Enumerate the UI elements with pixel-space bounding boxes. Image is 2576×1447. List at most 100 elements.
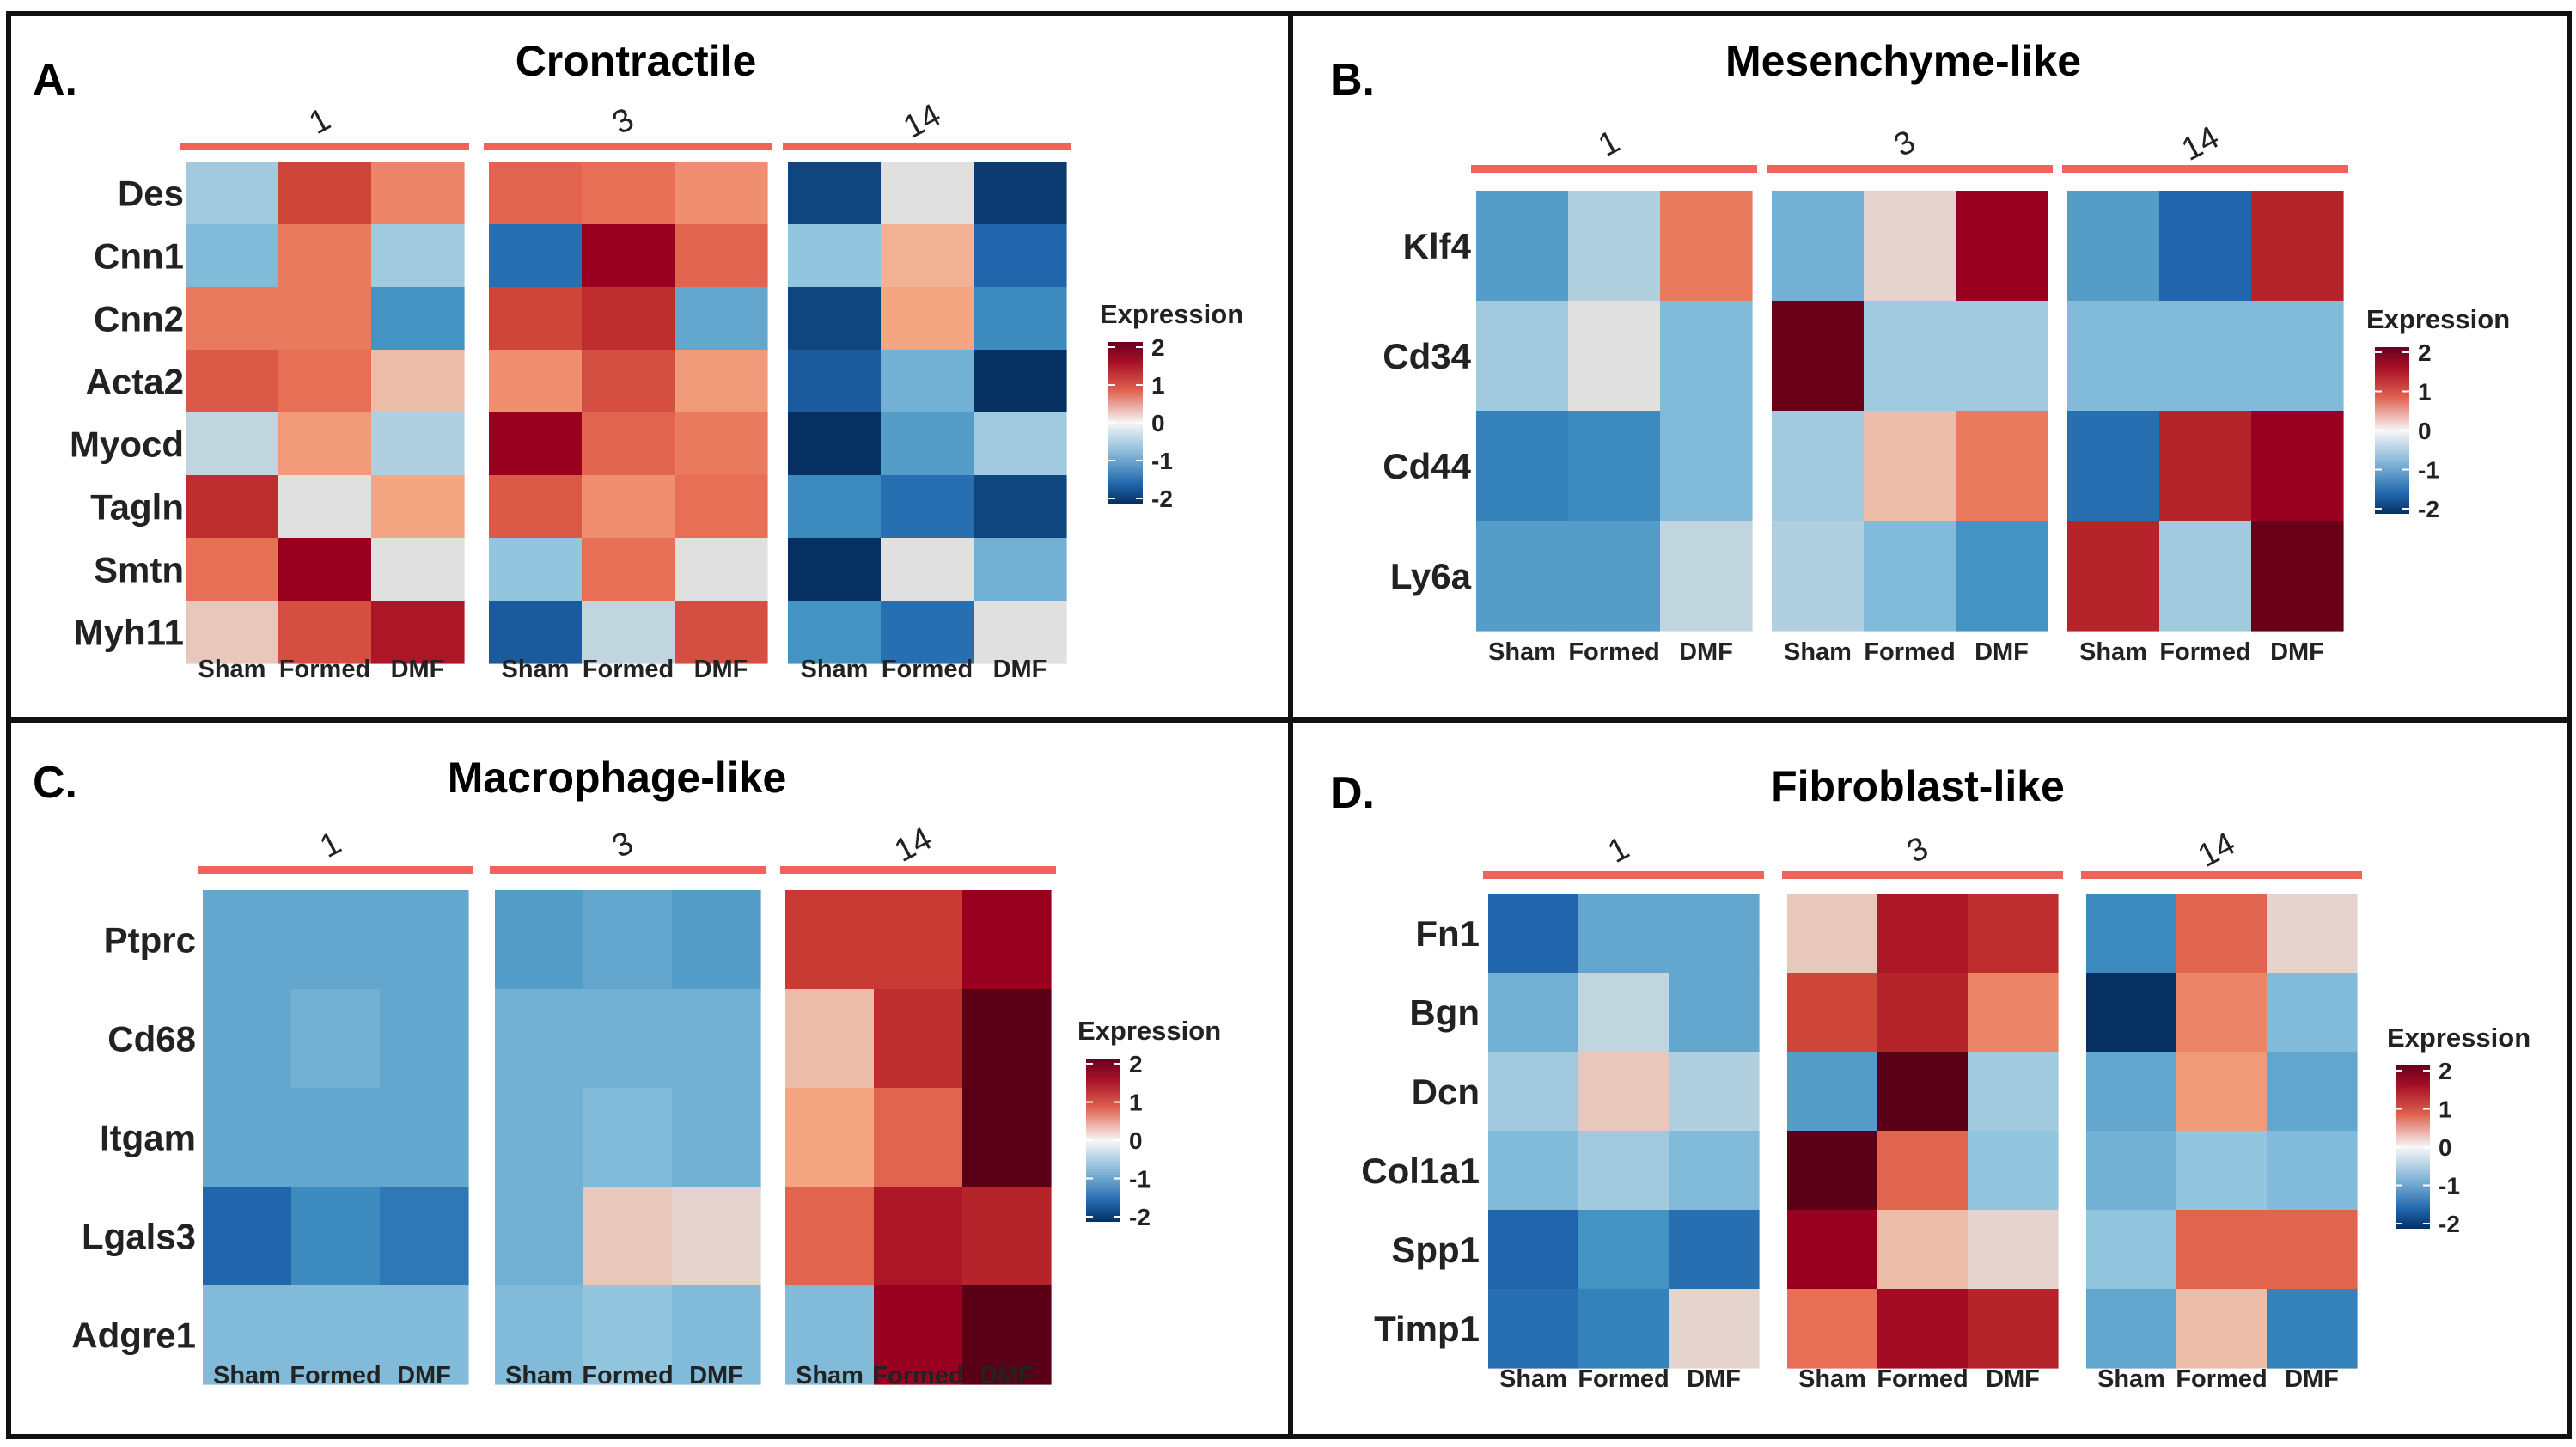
heatmap-cell-myocd-g14-dmf [974,412,1067,476]
heatmap-cell-cd68-g1-dmf [380,989,469,1089]
heatmap-cell-cd68-g14-sham [785,989,875,1089]
heatmap-cell-ly6a-g14-formed [2159,521,2252,632]
heatmap-cell-lgals3-g3-formed [583,1187,673,1286]
column-label-dmf: DMF [694,656,748,683]
heatmap-cell-timp1-g3-sham [1787,1289,1878,1369]
row-label-spp1: Spp1 [1391,1230,1480,1270]
group-bar-3 [490,866,766,874]
color-legend: Expression 2 1 0 -1 -2 [2366,304,2510,522]
heatmap-cell-cnn2-g3-dmf [675,287,768,351]
heatmap-cell-spp1-g1-formed [1578,1210,1670,1290]
heatmap-cell-bgn-g1-sham [1488,973,1579,1053]
heatmap-cell-cd44-g1-sham [1476,411,1569,522]
heatmap-cell-acta2-g14-formed [881,350,974,413]
heatmap-cell-fn1-g1-sham [1488,894,1579,974]
heatmap-cell-tagln-g1-formed [278,475,372,539]
heatmap-cell-myocd-g14-formed [881,412,974,476]
heatmap-cell-itgam-g1-formed [291,1088,381,1188]
heatmap-cell-myocd-g1-dmf [371,412,465,476]
panel-d: D. Fibroblast-like Fn1 Bgn Dcn Col1a1 Spp1 Timp… [1330,762,2530,1393]
heatmap-cell-cd68-g3-dmf [672,989,761,1089]
column-label-formed: Formed [1568,638,1659,666]
heatmap-cell-des-g1-sham [186,162,279,225]
heatmap-cell-cnn2-g1-sham [186,287,279,351]
heatmap-cell-lgals3-g14-dmf [962,1187,1052,1286]
column-label-sham: Sham [505,1362,573,1389]
heatmap-cell-lgals3-g3-dmf [672,1187,761,1286]
heatmap-cell-des-g1-formed [278,162,372,225]
column-label-formed: Formed [882,656,973,683]
heatmap-cell-ptprc-g14-formed [874,890,963,990]
column-label-sham: Sham [198,656,266,683]
column-label-dmf: DMF [2285,1365,2339,1393]
legend-tick-label: 2 [1151,334,1165,361]
legend-tick-label: -1 [1129,1166,1151,1193]
legend-tick-label: 1 [2418,379,2432,406]
heatmap-cell-klf4-g3-formed [1864,191,1956,302]
heatmap-cell-klf4-g3-dmf [1956,191,2048,302]
heatmap-cell-bgn-g3-sham [1787,973,1878,1053]
heatmap-cell-cnn1-g1-formed [278,224,372,288]
heatmap-cell-ptprc-g14-dmf [962,890,1052,990]
heatmap-cell-cd44-g1-dmf [1660,411,1753,522]
heatmap-cell-timp1-g3-formed [1877,1289,1969,1369]
heatmap-cell-itgam-g3-formed [583,1088,673,1188]
heatmap-cell-spp1-g14-sham [2086,1210,2177,1290]
heatmap-cell-acta2-g3-formed [582,350,675,413]
heatmap-cell-myh11-g14-formed [881,601,974,664]
heatmap-cell-lgals3-g1-dmf [380,1187,469,1286]
heatmap-cell-fn1-g14-formed [2176,894,2268,974]
heatmap-cell-adgre1-g14-sham [785,1285,875,1385]
heatmap-cell-lgals3-g1-sham [203,1187,292,1286]
heatmap-cell-spp1-g14-formed [2176,1210,2268,1290]
heatmap-cell-cd44-g14-dmf [2251,411,2344,522]
heatmap-cell-tagln-g1-dmf [371,475,465,539]
legend-tick-label: 1 [1151,372,1165,399]
heatmap-cell-dcn-g3-sham [1787,1052,1878,1132]
column-label-formed: Formed [279,656,370,683]
column-label-formed: Formed [2176,1365,2267,1393]
heatmap-cell-timp1-g14-sham [2086,1289,2177,1369]
color-legend: Expression 2 1 0 -1 -2 [2387,1023,2530,1237]
row-label-bgn: Bgn [1409,992,1480,1033]
heatmap-cell-myh11-g1-sham [186,601,279,664]
heatmap-cell-cd34-g3-sham [1772,301,1865,412]
heatmap-cell-adgre1-g3-dmf [672,1285,761,1385]
heatmap-cell-adgre1-g1-sham [203,1285,292,1385]
panel-c: C. Macrophage-like Ptprc Cd68 Itgam Lgals3 Adg… [33,754,1221,1389]
heatmap-cell-tagln-g14-sham [788,475,882,539]
column-label-dmf: DMF [689,1362,743,1389]
heatmap-cell-cnn1-g3-sham [489,224,583,288]
column-label-dmf: DMF [2270,638,2324,666]
heatmap-cell-bgn-g3-dmf [1968,973,2059,1053]
column-label-sham: Sham [1499,1365,1567,1393]
heatmap-cell-itgam-g3-dmf [672,1088,761,1188]
heatmap-cell-cd34-g3-formed [1864,301,1956,412]
row-label-timp1: Timp1 [1374,1309,1480,1349]
heatmap-cell-dcn-g1-dmf [1669,1052,1760,1132]
heatmap-cell-ptprc-g1-formed [291,890,381,990]
row-label-ly6a: Ly6a [1390,556,1472,596]
row-label-fn1: Fn1 [1415,913,1480,954]
heatmap-cell-cd44-g1-formed [1568,411,1661,522]
heatmap-cell-smtn-g3-dmf [675,538,768,601]
heatmap-cell-smtn-g1-sham [186,538,279,601]
heatmap-cell-bgn-g3-formed [1877,973,1969,1053]
heatmap-cell-lgals3-g14-formed [874,1187,963,1286]
row-label-cd44: Cd44 [1383,446,1471,486]
heatmap-cell-myh11-g3-dmf [675,601,768,664]
heatmap-cell-smtn-g3-sham [489,538,583,601]
column-label-sham: Sham [1784,638,1852,666]
heatmap-cell-des-g3-dmf [675,162,768,225]
panel-b: B. Mesenchyme-like Klf4 Cd34 Cd44 Ly6a 1 Sham Fo… [1330,37,2510,666]
column-label-dmf: DMF [1975,638,2029,666]
heatmap-cell-cnn1-g14-dmf [974,224,1067,288]
group-bar-14 [783,143,1071,150]
heatmap-cell-ptprc-g3-sham [495,890,584,990]
heatmap-cell-dcn-g1-formed [1578,1052,1670,1132]
heatmap-cell-adgre1-g1-dmf [380,1285,469,1385]
group-bar-14 [2062,165,2348,173]
heatmap-cell-fn1-g3-dmf [1968,894,2059,974]
heatmap-cell-bgn-g14-dmf [2267,973,2358,1053]
heatmap-cell-des-g3-sham [489,162,583,225]
